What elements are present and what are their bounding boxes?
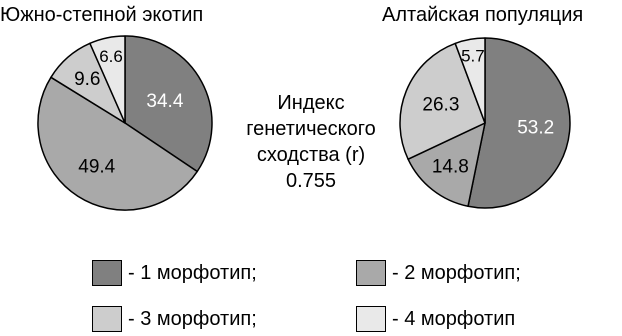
pie-chart-southern-steppe: 34.4 49.4 9.6 6.6 <box>37 35 213 211</box>
pie-altai-slice-4 <box>454 37 486 124</box>
pie-southern-steppe-slice-2 <box>37 76 199 211</box>
pie-southern-steppe-slice-3-label: 9.6 <box>74 69 100 90</box>
legend-label-morphotype-4: - 4 морфотип <box>392 307 516 330</box>
pie-southern-steppe-slice-1-label: 34.4 <box>146 91 183 112</box>
pie-southern-steppe-slice-1 <box>124 35 213 173</box>
pie-altai-slice-1 <box>467 37 571 209</box>
legend-item-morphotype-2: - 2 морфотип; <box>356 258 521 288</box>
pie-altai-slice-2 <box>407 122 486 208</box>
chart-title-southern-steppe: Южно-степной экотип <box>0 4 204 26</box>
legend-label-morphotype-1: - 1 морфотип; <box>128 261 257 284</box>
pie-chart-altai: 53.2 14.8 26.3 5.7 <box>399 37 571 209</box>
legend-label-morphotype-2: - 2 морфотип; <box>392 261 521 284</box>
similarity-index: Индекс генетического сходства (r) 0.755 <box>222 90 400 194</box>
pie-altai-slice-1-label: 53.2 <box>517 118 554 139</box>
pie-altai-slice-4-label: 5.7 <box>461 47 485 66</box>
pie-altai-slice-2-label: 14.8 <box>432 157 469 178</box>
pie-altai-slice-3 <box>399 42 486 160</box>
legend-item-morphotype-4: - 4 морфотип <box>356 304 515 334</box>
legend-swatch-morphotype-1 <box>92 260 122 286</box>
similarity-value: 0.755 <box>285 170 337 192</box>
chart-title-altai: Алтайская популяция <box>382 4 584 26</box>
legend-swatch-morphotype-4 <box>356 306 386 332</box>
similarity-label-line2: генетического <box>246 118 376 140</box>
similarity-label-line3: сходства (r) <box>256 144 366 166</box>
legend-item-morphotype-3: - 3 морфотип; <box>92 304 257 334</box>
pie-altai-slice-3-label: 26.3 <box>422 95 459 116</box>
similarity-label-line1: Индекс <box>277 92 345 114</box>
legend-swatch-morphotype-3 <box>92 306 122 332</box>
legend-swatch-morphotype-2 <box>356 260 386 286</box>
pie-southern-steppe-slice-4-label: 6.6 <box>99 47 123 66</box>
legend-item-morphotype-1: - 1 морфотип; <box>92 258 257 288</box>
pie-southern-steppe-slice-4 <box>89 35 126 124</box>
pie-southern-steppe-slice-2-label: 49.4 <box>78 156 115 177</box>
legend-label-morphotype-3: - 3 морфотип; <box>128 307 257 330</box>
